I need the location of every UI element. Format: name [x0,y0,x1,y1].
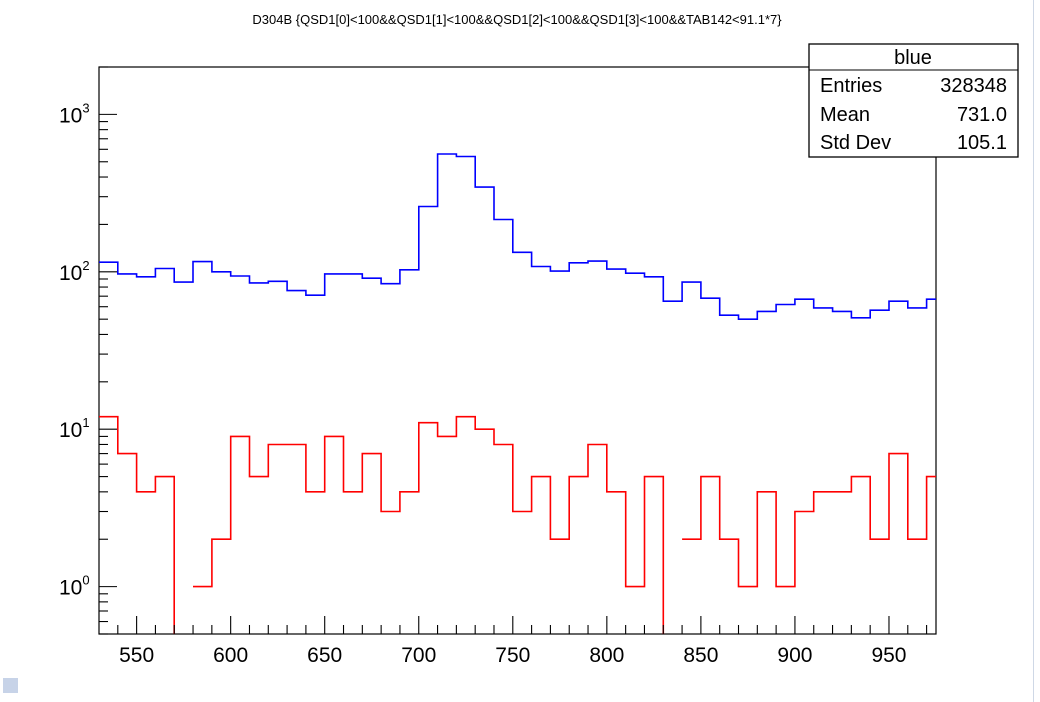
x-tick-label: 850 [683,644,718,667]
x-tick-label: 800 [589,644,624,667]
canvas-resize-handle[interactable] [3,678,18,693]
x-tick-label: 750 [495,644,530,667]
stats-entries-label: Entries [820,75,882,97]
y-tick-label: 101 [59,415,90,442]
y-tick-label: 100 [59,573,90,600]
x-tick-label: 700 [401,644,436,667]
x-tick-label: 600 [213,644,248,667]
y-tick-label: 102 [59,258,90,285]
x-tick-label: 950 [871,644,906,667]
plot-frame [98,66,937,635]
series-series-2-line [99,415,936,634]
stats-stddev-label: Std Dev [820,132,891,154]
stats-stddev-value: 105.1 [957,132,1007,154]
stats-title: blue [894,47,932,69]
stats-mean-label: Mean [820,104,870,126]
x-tick-label: 900 [777,644,812,667]
x-tick-label: 550 [119,644,154,667]
chart-title: D304B {QSD1[0]<100&&QSD1[1]<100&&QSD1[2]… [252,12,782,27]
x-tick-label: 650 [307,644,342,667]
canvas-border [1033,0,1034,702]
stats-box: blue Entries 328348 Mean 731.0 Std Dev 1… [808,43,1019,158]
stats-entries-value: 328348 [940,75,1007,97]
y-tick-label: 103 [59,100,90,127]
series-blue-line [99,153,936,320]
stats-mean-value: 731.0 [957,104,1007,126]
